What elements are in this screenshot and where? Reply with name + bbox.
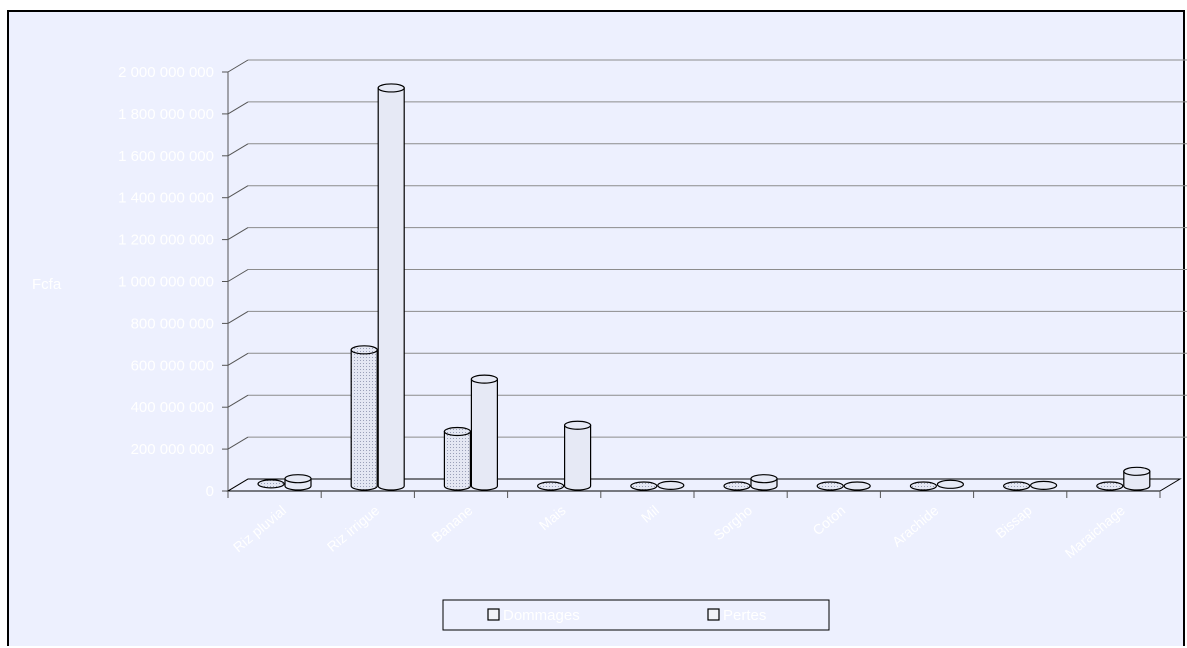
y-tick-label: 1 400 000 000 — [118, 190, 214, 207]
y-tick-label: 2 000 000 000 — [118, 64, 214, 81]
y-tick-label: 400 000 000 — [131, 399, 214, 416]
x-tick-labels: Riz pluvial Riz irrigue Banane Mais Mil Sorgh… — [230, 502, 1128, 561]
x-tick-label: Banane — [428, 502, 475, 545]
bar — [1029, 480, 1058, 490]
x-tick-label: Arachide — [889, 502, 942, 550]
bar — [1123, 466, 1151, 491]
bar — [257, 479, 285, 489]
x-tick-label: Maraichage — [1062, 502, 1128, 561]
x-tick-label: Sorgho — [710, 502, 755, 543]
bar — [723, 481, 751, 491]
bar — [843, 481, 871, 491]
chart-frame — [7, 10, 1185, 646]
y-tick-label: 1 200 000 000 — [118, 232, 214, 249]
bar — [563, 420, 592, 491]
x-tick-label: Riz irrigue — [324, 502, 383, 555]
bar — [536, 481, 565, 491]
legend-label: Dommages — [503, 607, 580, 624]
wall-tick — [227, 143, 249, 157]
legend-box — [442, 599, 830, 631]
wall-tick — [227, 185, 249, 199]
y-tick-label: 1 000 000 000 — [118, 274, 214, 291]
wall-tick — [227, 310, 249, 324]
wall-tick — [227, 59, 249, 73]
y-tick-label: 0 — [206, 483, 214, 500]
legend-swatch — [707, 608, 720, 621]
bar — [936, 479, 965, 489]
axes — [222, 59, 1182, 498]
bar — [377, 83, 405, 491]
bar — [816, 481, 844, 491]
wall-tick — [227, 227, 249, 241]
chart-floor — [226, 478, 1182, 492]
bar — [470, 374, 498, 491]
bar — [909, 481, 938, 491]
x-tick-label: Mais — [536, 502, 569, 533]
bar — [657, 480, 685, 490]
wall-tick — [227, 352, 249, 366]
y-tick-label: 1 600 000 000 — [118, 148, 214, 165]
wall-tick — [227, 269, 249, 282]
y-tick-label: 800 000 000 — [131, 315, 214, 332]
gridlines — [248, 59, 1187, 438]
x-tick-label: Mil — [638, 502, 662, 526]
bar — [284, 474, 312, 491]
legend: Dommages Pertes — [442, 599, 830, 631]
legend-swatch — [487, 608, 500, 621]
bar — [1002, 481, 1031, 491]
wall-tick — [227, 436, 249, 450]
wall-tick — [227, 394, 249, 408]
y-tick-label: 1 800 000 000 — [118, 106, 214, 123]
y-tick-labels: 0 200 000 000 400 000 000 600 000 000 800 00… — [118, 64, 214, 500]
wall-tick — [227, 101, 249, 115]
bar — [1096, 481, 1124, 491]
x-tick-label: Coton — [809, 502, 848, 538]
y-tick-label: 600 000 000 — [131, 357, 214, 374]
bar — [350, 345, 378, 491]
y-axis-label: Fcfa — [32, 276, 62, 293]
bar — [630, 481, 658, 491]
x-tick-label: Bissap — [992, 502, 1035, 541]
y-tick-label: 200 000 000 — [131, 441, 214, 458]
x-tick-label: Riz pluvial — [230, 502, 289, 555]
legend-label: Pertes — [723, 607, 766, 624]
bar — [750, 474, 778, 491]
bar — [443, 426, 471, 491]
bars — [257, 83, 1151, 491]
